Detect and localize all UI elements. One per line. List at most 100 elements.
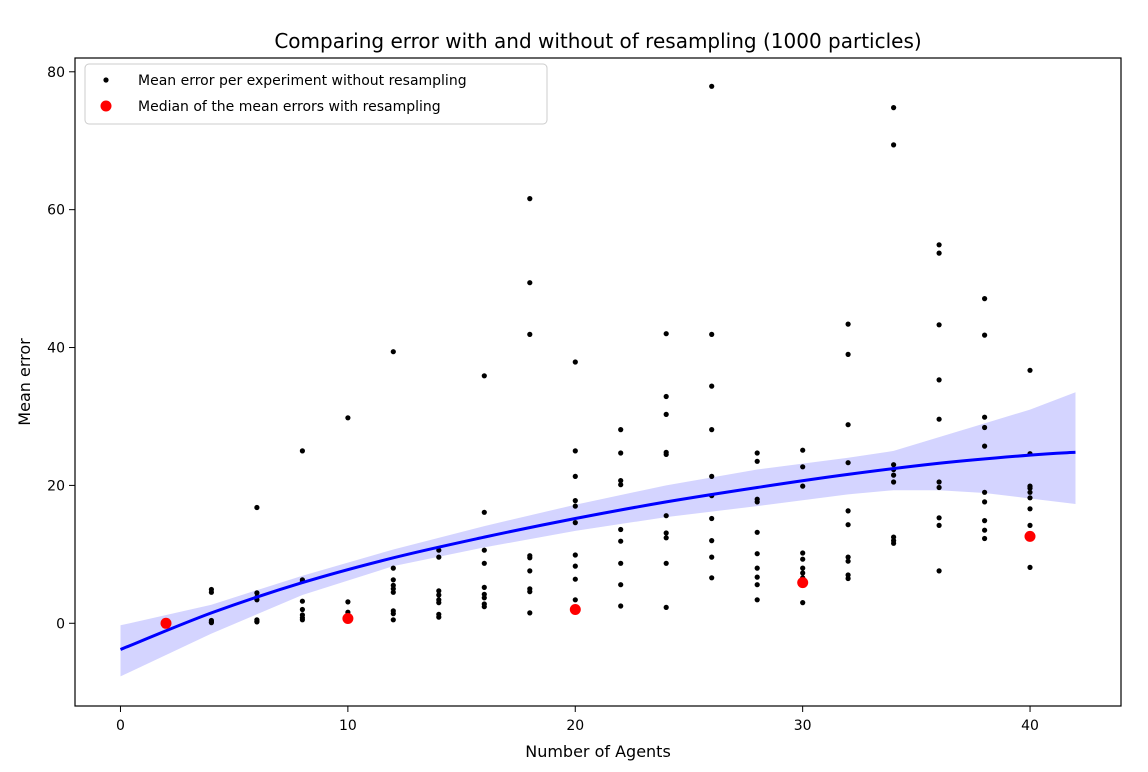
black-data-point: [709, 473, 715, 479]
black-data-point: [572, 503, 578, 509]
plot-content: [119, 83, 1076, 677]
black-data-point: [845, 321, 851, 327]
black-data-point: [572, 552, 578, 558]
black-data-point: [663, 411, 669, 417]
black-data-point: [345, 415, 351, 421]
y-axis: 0 20 40 60 80: [47, 65, 75, 632]
black-data-point: [936, 416, 942, 422]
black-data-point: [299, 606, 305, 613]
black-data-point: [572, 576, 578, 582]
black-data-point: [754, 499, 760, 505]
black-data-point: [1027, 506, 1033, 512]
black-data-point: [891, 142, 897, 148]
black-data-point: [936, 522, 942, 529]
legend: Mean error per experiment without resamp…: [84, 63, 548, 125]
black-data-point: [390, 611, 396, 617]
black-data-point: [754, 458, 760, 464]
black-data-point: [754, 582, 760, 588]
black-data-point: [436, 592, 442, 598]
black-data-point: [663, 331, 669, 337]
black-data-point: [982, 414, 988, 420]
black-data-point: [936, 484, 942, 491]
black-data-point: [572, 563, 578, 569]
black-data-point: [800, 483, 806, 489]
black-data-point: [572, 498, 578, 504]
black-data-point: [618, 582, 624, 588]
black-data-point: [254, 504, 260, 511]
legend-marker-black-dot: [103, 77, 109, 83]
black-data-point: [754, 529, 760, 535]
black-data-point: [436, 588, 442, 594]
red-median-point: [160, 617, 172, 629]
black-data-point: [527, 568, 533, 574]
black-data-point: [936, 515, 942, 521]
black-data-point: [709, 538, 715, 544]
black-data-point: [481, 373, 487, 379]
black-data-point: [1027, 564, 1033, 571]
black-data-point: [982, 424, 988, 431]
black-data-point: [572, 473, 578, 479]
black-data-point: [845, 554, 851, 560]
black-data-point: [982, 527, 988, 533]
black-data-point: [1027, 495, 1033, 501]
black-data-point: [618, 450, 624, 456]
black-data-point: [663, 560, 669, 566]
black-data-point: [936, 479, 942, 485]
fit-line: [119, 450, 1076, 651]
black-data-point: [663, 451, 669, 457]
x-tick-label: 10: [339, 718, 357, 734]
black-data-point: [481, 509, 487, 515]
black-data-point: [618, 538, 624, 544]
black-data-point: [345, 599, 351, 605]
y-tick-label: 0: [56, 616, 65, 632]
legend-box: [84, 63, 548, 125]
black-data-point: [709, 554, 715, 560]
y-tick-label: 20: [47, 478, 65, 494]
x-tick-label: 30: [794, 718, 812, 734]
black-data-point: [663, 530, 669, 536]
black-data-point: [982, 443, 988, 449]
black-data-point: [527, 610, 533, 616]
black-data-point: [891, 462, 897, 468]
black-data-point: [1027, 485, 1033, 491]
confidence-band: [120, 392, 1076, 677]
black-data-point: [390, 617, 396, 623]
black-data-point: [618, 427, 624, 433]
black-data-point: [390, 349, 396, 355]
black-data-point: [299, 448, 305, 454]
black-data-point: [299, 598, 305, 604]
black-data-point: [800, 447, 806, 453]
black-data-point: [527, 331, 533, 337]
black-data-point: [845, 522, 851, 528]
black-data-point: [1027, 489, 1033, 495]
black-data-point: [618, 482, 624, 488]
black-data-point: [527, 589, 533, 595]
black-data-point: [663, 513, 669, 519]
black-data-point: [390, 577, 396, 583]
black-data-point: [891, 540, 897, 546]
y-tick-label: 80: [47, 65, 65, 81]
black-data-point: [481, 604, 487, 610]
red-median-point: [797, 577, 809, 589]
x-axis: 0 10 20 30 40: [116, 706, 1039, 734]
black-data-point: [1027, 367, 1033, 373]
black-data-point: [618, 560, 624, 566]
black-data-point: [936, 250, 942, 256]
black-data-point: [982, 332, 988, 338]
legend-marker-red-dot: [100, 100, 112, 112]
black-data-point: [618, 603, 624, 609]
black-data-point: [572, 448, 578, 454]
legend-label-without-resampling: Mean error per experiment without resamp…: [138, 73, 467, 89]
black-data-point: [845, 351, 851, 357]
black-data-point: [436, 600, 442, 606]
black-data-point: [436, 614, 442, 620]
black-data-point: [663, 535, 669, 541]
black-data-point: [709, 383, 715, 389]
plot-frame: [74, 57, 1122, 707]
black-data-point: [891, 105, 897, 111]
black-data-point: [481, 560, 487, 566]
black-data-point: [982, 535, 988, 542]
black-data-point: [754, 574, 760, 580]
